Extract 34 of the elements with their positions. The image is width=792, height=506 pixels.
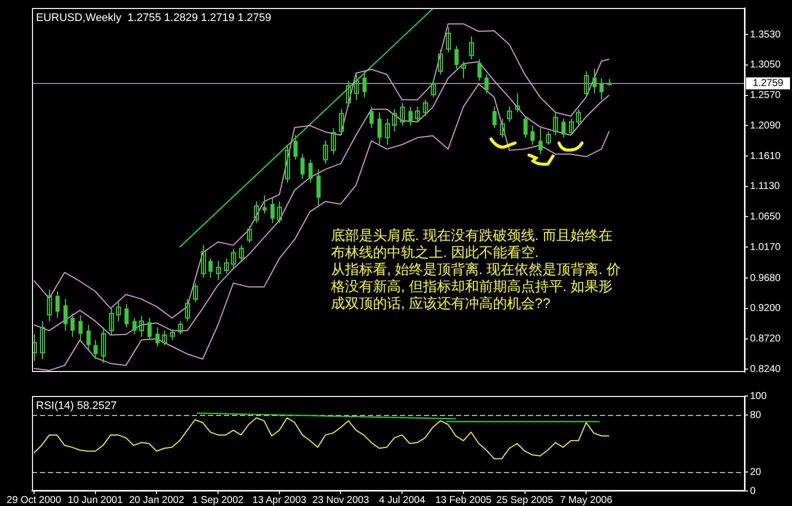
y-tick-label: 0.9200 [750,303,782,314]
x-tick-label: 1 Sep 2002 [192,494,244,506]
y-tick-label: 1.1610 [750,150,782,162]
x-tick-label: 10 Jun 2001 [68,494,124,506]
x-tick-label: 7 May 2006 [560,494,613,506]
y-tick-label: 0 [750,486,756,497]
x-tick-label: 13 Feb 2005 [435,494,492,506]
chart-title: RSI(14) 58.2527 [36,400,117,412]
y-tick-label: 1.0650 [750,211,782,222]
annotation: 格没有新高, 但指标却和前期高点持平. 如果形 [330,278,613,294]
y-tick-label: 0.9680 [750,272,782,284]
y-tick-label: 1.1130 [750,181,780,192]
x-tick-label: 4 Jul 2004 [378,494,426,506]
ref-line-label: 1.2759 [752,78,784,90]
x-tick-label: 25 Sep 2005 [496,494,554,506]
y-tick-label: 80 [750,410,762,421]
x-tick-label: 29 Oct 2000 [6,494,62,506]
x-tick-label: 23 Nov 2003 [312,494,370,506]
annotation: 成双顶的话, 应该还有冲高的机会?? [331,295,551,311]
y-tick-label: 0.8720 [750,334,782,345]
annotation: 布林线的中轨之上. 因此不能看空. [331,244,539,260]
y-tick-label: 1.2570 [750,90,782,102]
annotation: 从指标看, 始终是顶背离. 现在依然是顶背离. 价 [331,261,620,277]
y-tick-label: 1.0170 [750,242,782,253]
y-tick-label: 20 [750,466,762,478]
y-tick-label: 1.3050 [750,60,782,71]
chart-title: EURUSD,Weekly 1.2755 1.2829 1.2719 1.2759 [36,12,272,24]
y-tick-label: 100 [750,390,768,402]
y-tick-label: 1.3530 [750,29,782,40]
y-tick-label: 1.2090 [750,120,782,132]
x-tick-label: 20 Jan 2002 [129,494,185,506]
x-tick-label: 13 Apr 2003 [252,494,307,506]
annotation: 底部是头肩底. 现在没有跌破颈线. 而且始终在 [331,227,613,243]
y-tick-label: 0.8240 [750,364,782,375]
